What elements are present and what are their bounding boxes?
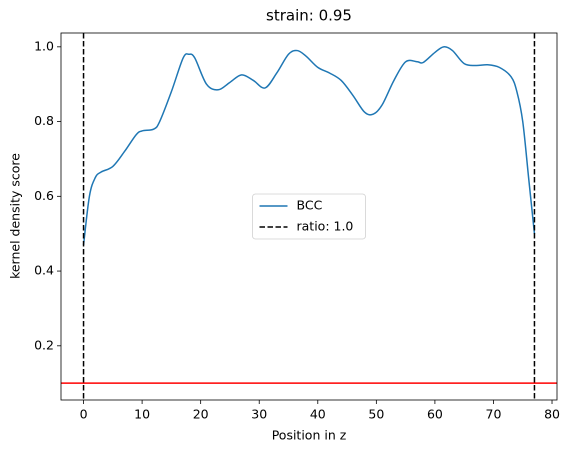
legend-label: ratio: 1.0 bbox=[297, 219, 354, 234]
x-tick-label: 50 bbox=[368, 407, 384, 422]
x-tick-label: 60 bbox=[427, 407, 443, 422]
axes-frame bbox=[60, 32, 558, 401]
y-tick-label: 0.8 bbox=[34, 113, 54, 128]
x-tick-label: 80 bbox=[544, 407, 560, 422]
legend-label: BCC bbox=[297, 198, 323, 213]
x-tick-label: 0 bbox=[80, 407, 88, 422]
x-tick-label: 40 bbox=[310, 407, 326, 422]
y-tick-label: 0.2 bbox=[34, 337, 54, 352]
x-tick-label: 20 bbox=[193, 407, 209, 422]
series-line bbox=[82, 46, 536, 245]
chart-title: strain: 0.95 bbox=[266, 7, 352, 25]
x-axis-label: Position in z bbox=[272, 428, 347, 443]
x-tick-label: 30 bbox=[251, 407, 267, 422]
y-tick-label: 0.4 bbox=[34, 263, 54, 278]
y-tick-label: 0.6 bbox=[34, 188, 54, 203]
plot-area bbox=[61, 33, 557, 400]
y-tick-label: 1.0 bbox=[34, 38, 54, 53]
x-tick-label: 10 bbox=[134, 407, 150, 422]
y-axis-label: kernel density score bbox=[8, 153, 23, 279]
x-tick-label: 70 bbox=[486, 407, 502, 422]
